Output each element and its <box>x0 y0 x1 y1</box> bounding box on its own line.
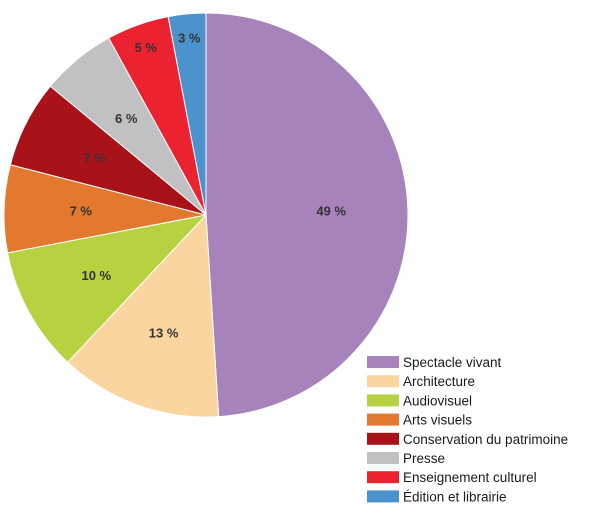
slice-label-conservation-du-patrimoine: 7 % <box>83 151 106 166</box>
legend-label-conservation-du-patrimoine: Conservation du patrimoine <box>403 432 568 447</box>
pie-slices <box>3 12 409 418</box>
pie-slice-spectacle-vivant <box>205 12 409 418</box>
pie-labels: 49 % 13 % 10 % 7 % 7 % 6 % 5 % 3 % <box>70 31 347 341</box>
legend-label-edition-et-librairie: Édition et librairie <box>403 489 507 504</box>
slice-label-arts-visuels: 7 % <box>70 204 93 219</box>
slice-label-architecture: 13 % <box>149 325 179 340</box>
slice-label-presse: 6 % <box>115 111 138 126</box>
legend-label-presse: Presse <box>403 451 445 466</box>
legend-label-spectacle-vivant: Spectacle vivant <box>403 355 502 370</box>
legend-swatch-architecture <box>367 375 399 388</box>
legend: Spectacle vivant Architecture Audiovisuel A… <box>367 355 568 504</box>
legend-swatch-arts-visuels <box>367 413 399 426</box>
pie-slice-architecture <box>67 213 220 418</box>
slice-label-enseignement-culturel: 5 % <box>135 40 158 55</box>
legend-swatch-edition-et-librairie <box>367 490 399 503</box>
legend-label-arts-visuels: Arts visuels <box>403 413 472 428</box>
legend-swatch-presse <box>367 452 399 464</box>
slice-label-audiovisuel: 10 % <box>81 268 111 283</box>
legend-swatch-audiovisuel <box>367 394 399 407</box>
legend-label-enseignement-culturel: Enseignement culturel <box>403 470 537 485</box>
legend-label-architecture: Architecture <box>403 374 475 389</box>
legend-swatch-conservation-du-patrimoine <box>367 432 399 445</box>
legend-label-audiovisuel: Audiovisuel <box>403 393 472 408</box>
pie-slice-edition-et-librairie <box>167 12 207 216</box>
legend-swatch-spectacle-vivant <box>367 356 399 368</box>
slice-label-edition-et-librairie: 3 % <box>178 31 201 46</box>
slice-label-spectacle-vivant: 49 % <box>316 204 346 219</box>
pie-slice-audiovisuel <box>6 214 208 363</box>
legend-swatch-enseignement-culturel <box>367 471 399 484</box>
